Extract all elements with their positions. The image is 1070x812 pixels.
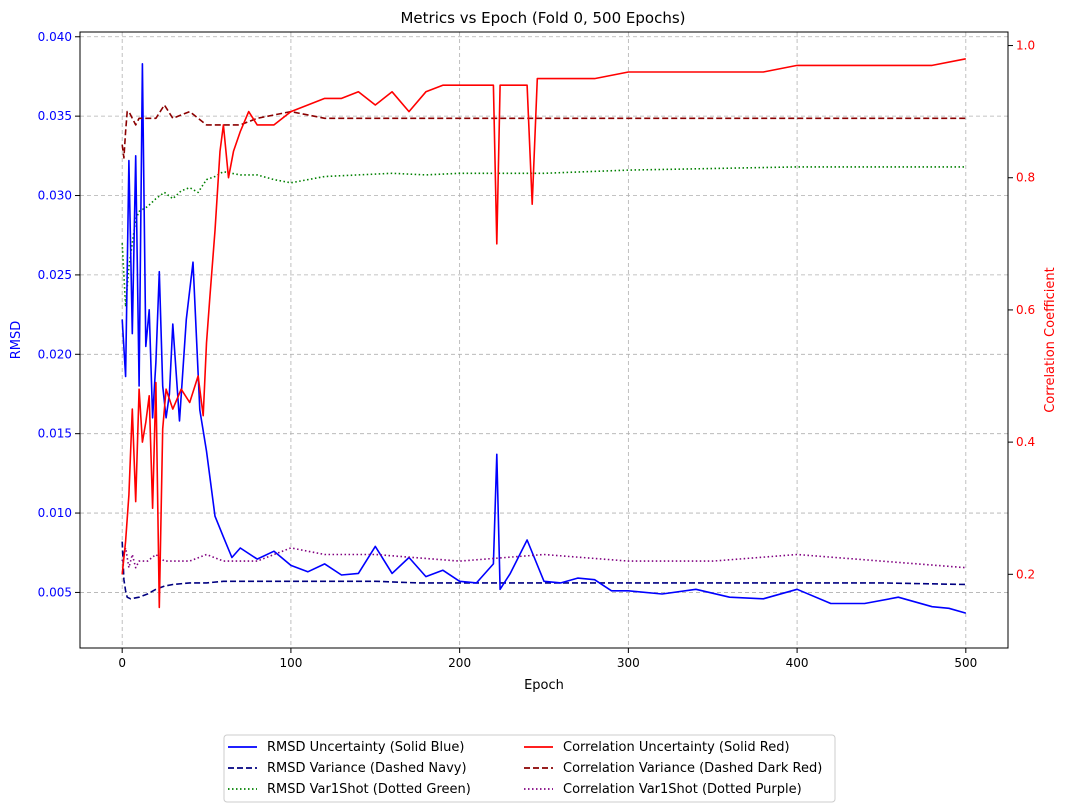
y-left-axis-label: RMSD xyxy=(9,321,24,360)
x-tick-label: 200 xyxy=(448,656,471,670)
y-left-tick-label: 0.040 xyxy=(38,30,72,44)
grid xyxy=(80,32,1008,648)
legend-label: Correlation Var1Shot (Dotted Purple) xyxy=(563,782,802,797)
y-left-tick-label: 0.015 xyxy=(38,427,72,441)
series-line-1 xyxy=(121,62,967,614)
y-left-tick-label: 0.025 xyxy=(38,268,72,282)
y-right-tick-label: 1.0 xyxy=(1016,39,1035,53)
y-left-tick-label: 0.020 xyxy=(38,347,72,361)
legend-label: Correlation Uncertainty (Solid Red) xyxy=(563,740,790,755)
legend-label: RMSD Variance (Dashed Navy) xyxy=(267,761,467,776)
y-left-tick-label: 0.030 xyxy=(38,189,72,203)
series-line-5 xyxy=(121,104,966,159)
axes: 0 100 200 300 400 500 0.005 0.010 0.015 0.020 0.02… xyxy=(38,30,1035,670)
y-left-tick-label: 0.035 xyxy=(38,109,72,123)
y-right-tick-label: 0.2 xyxy=(1016,567,1035,581)
x-tick-label: 500 xyxy=(954,656,977,670)
series-line-3 xyxy=(121,166,966,308)
series-line-4 xyxy=(121,58,966,609)
plot-frame xyxy=(79,31,1009,649)
chart-title: Metrics vs Epoch (Fold 0, 500 Epochs) xyxy=(400,9,685,27)
y-left-tick-label: 0.005 xyxy=(38,585,72,599)
legend: RMSD Uncertainty (Solid Blue) RMSD Varian… xyxy=(223,734,836,803)
y-right-tick-label: 0.6 xyxy=(1016,303,1035,317)
series-line-2 xyxy=(121,541,966,600)
y-right-tick-label: 0.4 xyxy=(1016,435,1035,449)
plot-area xyxy=(121,58,967,614)
x-tick-label: 400 xyxy=(786,656,809,670)
y-left-tick-label: 0.010 xyxy=(38,506,72,520)
y-right-tick-label: 0.8 xyxy=(1016,171,1035,185)
legend-label: RMSD Uncertainty (Solid Blue) xyxy=(267,740,464,755)
x-axis-label: Epoch xyxy=(524,678,564,693)
y-right-axis-label: Correlation Coefficient xyxy=(1043,267,1058,413)
legend-label: Correlation Variance (Dashed Dark Red) xyxy=(563,761,822,776)
x-tick-label: 300 xyxy=(617,656,640,670)
legend-label: RMSD Var1Shot (Dotted Green) xyxy=(267,782,471,797)
x-tick-label: 100 xyxy=(279,656,302,670)
x-tick-label: 0 xyxy=(118,656,126,670)
